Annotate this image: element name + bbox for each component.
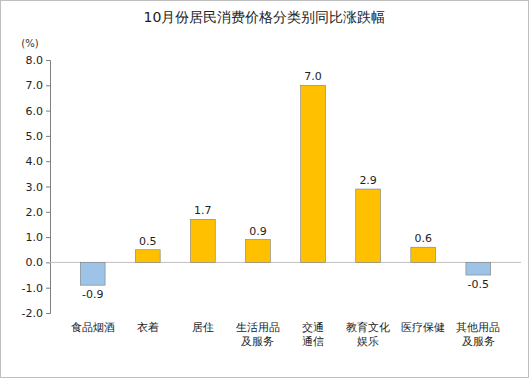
y-tick-label: 5.0 (26, 130, 44, 143)
data-label: -0.5 (468, 278, 489, 291)
y-tick-mark (46, 237, 50, 238)
x-tick-label-line: 娱乐 (357, 335, 379, 348)
y-tick-label: 7.0 (26, 79, 44, 92)
data-label: 0.9 (249, 225, 267, 238)
x-tick: 交通通信 (302, 313, 324, 348)
title: 10月份居民消费价格分类别同比涨跌幅 (144, 9, 386, 25)
x-tick-label: 衣着 (137, 321, 159, 334)
y-tick-label: 0.0 (26, 256, 44, 269)
y-tick-mark (46, 187, 50, 188)
y-axis-line (46, 61, 51, 314)
frame (1, 1, 529, 378)
y-tick: 1.0 (26, 231, 51, 244)
x-axis: 食品烟酒衣着居住生活用品及服务交通通信教育文化娱乐医疗保健其他用品及服务 (71, 313, 501, 348)
data-label: 0.6 (414, 232, 432, 245)
y-tick-mark (46, 85, 50, 86)
x-tick-label-line: 通信 (302, 335, 324, 348)
chart: 10月份居民消费价格分类别同比涨跌幅 (%) -2.0 -1.0 0.0 1.0 2.0 3.… (0, 0, 529, 378)
data-label: 0.5 (139, 235, 157, 248)
x-tick: 生活用品及服务 (236, 313, 280, 348)
x-tick-label: 医疗保健 (401, 321, 445, 334)
y-tick: 4.0 (26, 155, 51, 168)
y-tick-label: -2.0 (22, 307, 43, 320)
y-tick-mark (46, 262, 50, 263)
data-label: -0.9 (82, 288, 103, 301)
y-tick-mark (46, 136, 50, 137)
y-tick-mark (46, 288, 50, 289)
bar (190, 219, 215, 262)
x-tick-label-line: 衣着 (137, 321, 159, 334)
x-tick-label-line: 生活用品 (236, 321, 280, 334)
x-tick-label-line: 交通 (302, 321, 324, 334)
x-tick: 医疗保健 (401, 313, 445, 334)
x-tick-label-line: 及服务 (462, 335, 495, 348)
bar (135, 250, 160, 263)
x-tick-label: 交通通信 (302, 321, 324, 348)
x-tick: 居住 (192, 313, 214, 334)
x-tick-label-line: 医疗保健 (401, 321, 445, 334)
bar (246, 240, 271, 263)
y-tick: 2.0 (26, 206, 51, 219)
y-tick-label: 6.0 (26, 105, 44, 118)
y-tick: 0.0 (26, 256, 51, 269)
y-tick-mark (46, 313, 50, 314)
bars (80, 85, 490, 285)
y-tick-label: 8.0 (26, 54, 44, 67)
y-axis: -2.0 -1.0 0.0 1.0 2.0 3.0 4.0 5.0 6.0 7.0 8.0 (22, 54, 51, 320)
y-tick: -1.0 (22, 282, 50, 295)
y-tick-mark (46, 60, 50, 61)
y-tick-mark (46, 161, 50, 162)
y-tick: 3.0 (26, 181, 51, 194)
x-tick-label-line: 教育文化 (346, 321, 390, 334)
y-tick: 7.0 (26, 79, 51, 92)
x-tick: 教育文化娱乐 (346, 313, 390, 348)
bar (301, 85, 326, 262)
y-tick: 5.0 (26, 130, 51, 143)
y-tick: -2.0 (22, 307, 50, 320)
x-tick-label: 居住 (192, 321, 214, 334)
y-tick-mark (46, 111, 50, 112)
bar (80, 262, 105, 285)
x-tick: 衣着 (137, 313, 159, 334)
x-tick-label-line: 居住 (192, 321, 214, 334)
y-tick-label: -1.0 (22, 282, 43, 295)
y-label: (%) (21, 38, 38, 49)
bar (356, 189, 381, 262)
x-tick-label-line: 食品烟酒 (71, 321, 115, 334)
x-tick: 其他用品及服务 (456, 313, 500, 348)
x-tick-label-line: 及服务 (241, 335, 274, 348)
y-tick-label: 3.0 (26, 181, 44, 194)
y-tick-mark (46, 212, 50, 213)
x-tick-label: 其他用品及服务 (456, 321, 500, 348)
data-label: 2.9 (359, 174, 377, 187)
y-tick: 8.0 (26, 54, 51, 67)
x-tick: 食品烟酒 (71, 313, 115, 334)
x-tick-label: 教育文化娱乐 (346, 321, 390, 348)
bar (411, 247, 436, 262)
data-label: 7.0 (304, 70, 322, 83)
x-tick-label-line: 其他用品 (456, 321, 500, 334)
bar (466, 262, 491, 275)
zero-line (50, 262, 521, 263)
y-tick-label: 2.0 (26, 206, 44, 219)
x-tick-label: 生活用品及服务 (236, 321, 280, 348)
data-label: 1.7 (194, 204, 212, 217)
y-tick-label: 4.0 (26, 155, 44, 168)
x-tick-label: 食品烟酒 (71, 321, 115, 334)
y-tick-label: 1.0 (26, 231, 44, 244)
y-tick: 6.0 (26, 105, 51, 118)
